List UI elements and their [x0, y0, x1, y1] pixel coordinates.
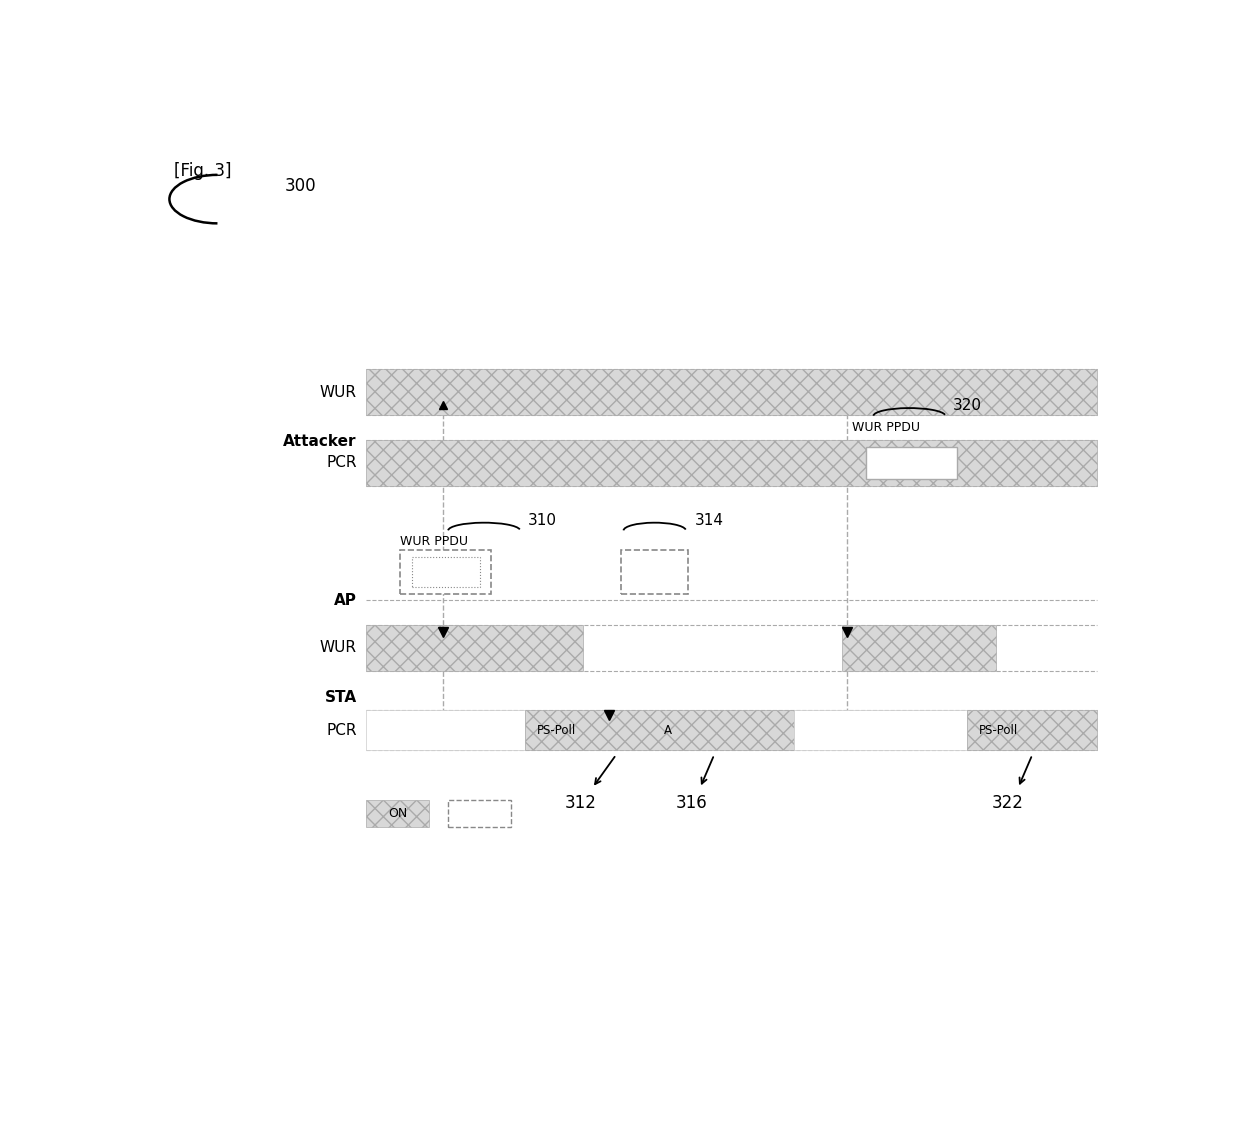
Text: PCR: PCR [326, 722, 357, 737]
Bar [367, 800, 429, 827]
Text: PCR: PCR [326, 456, 357, 471]
Bar [794, 710, 967, 750]
Text: WUR PPDU: WUR PPDU [401, 535, 467, 548]
Text: PS-Poll: PS-Poll [537, 724, 575, 737]
Text: Attacker: Attacker [283, 434, 357, 449]
Bar [401, 550, 491, 594]
Text: AP: AP [334, 593, 357, 608]
Bar [367, 440, 1096, 485]
Text: Data: Data [640, 566, 670, 578]
Text: OFF: OFF [467, 807, 491, 820]
Bar [525, 710, 794, 750]
Bar [967, 710, 1096, 750]
Text: [Fig. 3]: [Fig. 3] [174, 163, 232, 180]
Bar [842, 625, 996, 671]
Bar [412, 558, 480, 587]
Text: A: A [665, 724, 672, 737]
Bar [367, 710, 525, 750]
Bar [367, 370, 1096, 416]
Text: 310: 310 [527, 513, 557, 528]
Text: PS-Poll: PS-Poll [978, 724, 1018, 737]
Text: 314: 314 [696, 513, 724, 528]
Bar [866, 447, 957, 479]
Text: 322: 322 [992, 795, 1023, 812]
Text: WUR: WUR [320, 640, 357, 655]
Text: WUR PPDU: WUR PPDU [852, 420, 920, 434]
Text: WUR: WUR [320, 385, 357, 400]
Bar [367, 625, 583, 671]
Bar [448, 800, 511, 827]
Text: STA: STA [325, 689, 357, 705]
Text: 316: 316 [676, 795, 707, 812]
Bar [621, 550, 688, 594]
Text: ON: ON [388, 807, 407, 820]
Text: 300: 300 [285, 176, 316, 195]
Text: 320: 320 [952, 398, 982, 413]
Text: 312: 312 [564, 795, 596, 812]
